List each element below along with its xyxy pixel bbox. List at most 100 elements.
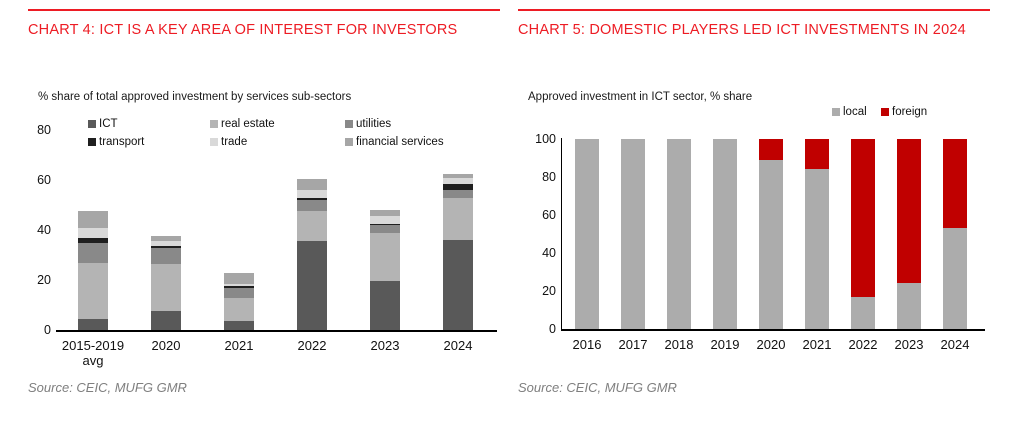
bar-segment-ICT <box>443 240 473 330</box>
bar-segment-ICT <box>78 318 108 330</box>
legend-item: local <box>832 106 867 118</box>
x-category-label: 2022 <box>848 337 878 352</box>
bar-segment-trade <box>78 227 108 238</box>
chart5-source: Source: CEIC, MUFG GMR <box>518 380 677 395</box>
y-tick-label: 60 <box>542 208 556 222</box>
x-category-label: 2023 <box>370 338 400 353</box>
bar-segment-utilities <box>443 190 473 198</box>
chart4-title: CHART 4: ICT IS A KEY AREA OF INTEREST F… <box>28 22 458 38</box>
bar-segment-real-estate <box>297 211 327 242</box>
bar-segment-local <box>805 169 829 329</box>
bar-segment-ICT <box>151 311 181 330</box>
bar-segment-foreign <box>943 139 967 229</box>
legend-item: ICT <box>88 118 118 130</box>
bar-segment-ICT <box>370 281 400 330</box>
legend-item: trade <box>210 136 247 148</box>
x-category-label: 2024 <box>443 338 473 353</box>
bar-segment-utilities <box>151 247 181 264</box>
legend-swatch <box>832 108 840 116</box>
chart4-panel: CHART 4: ICT IS A KEY AREA OF INTEREST F… <box>28 9 500 395</box>
bar-segment-real-estate <box>151 263 181 312</box>
y-tick-label: 0 <box>44 323 51 337</box>
bar-segment-transport <box>224 286 254 288</box>
legend-swatch <box>881 108 889 116</box>
y-tick-label: 40 <box>542 246 556 260</box>
bar-segment-financial-services <box>78 211 108 228</box>
bar-segment-local <box>713 139 737 329</box>
legend-label: foreign <box>892 106 928 118</box>
x-category-label: 2023 <box>894 337 924 352</box>
legend-label: financial services <box>356 136 444 148</box>
bar-segment-ICT <box>224 321 254 330</box>
bar-segment-local <box>621 139 645 329</box>
bar-segment-local <box>897 283 921 329</box>
y-tick-label: 40 <box>37 223 51 237</box>
legend-swatch <box>210 138 218 146</box>
y-tick-label: 80 <box>542 170 556 184</box>
bar-segment-real-estate <box>443 197 473 240</box>
bar-segment-trade <box>224 283 254 287</box>
bar-segment-trade <box>151 241 181 247</box>
chart5-plot: 0 20 40 60 80 100 2016 2017 2018 2019 2020 2021 2022… <box>508 0 1016 434</box>
bar-segment-transport <box>370 223 400 225</box>
x-category-label: 2015-2019 avg <box>61 338 125 368</box>
legend-label: transport <box>99 136 145 148</box>
legend-item: utilities <box>345 118 391 130</box>
y-axis-line <box>561 138 562 330</box>
legend-label: trade <box>221 136 248 148</box>
bar-segment-financial-services <box>443 173 473 178</box>
chart5-title: CHART 5: DOMESTIC PLAYERS LED ICT INVEST… <box>518 22 966 38</box>
y-tick-label: 20 <box>542 284 556 298</box>
legend-swatch <box>345 138 353 146</box>
legend-item: financial services <box>345 136 444 148</box>
x-category-label: 2021 <box>802 337 832 352</box>
chart4-source: Source: CEIC, MUFG GMR <box>28 380 187 395</box>
legend-item: transport <box>88 136 144 148</box>
y-tick-label: 20 <box>37 273 51 287</box>
bar-segment-foreign <box>897 139 921 284</box>
x-category-label: 2020 <box>151 338 181 353</box>
chart5-subtitle: Approved investment in ICT sector, % sha… <box>528 91 753 103</box>
bar-segment-foreign <box>805 139 829 170</box>
legend-swatch <box>88 120 96 128</box>
bar-segment-real-estate <box>78 262 108 319</box>
x-category-label: 2024 <box>940 337 970 352</box>
bar-segment-foreign <box>851 139 875 297</box>
bar-segment-trade <box>370 216 400 224</box>
bar-segment-real-estate <box>370 232 400 282</box>
bar-segment-transport <box>78 237 108 243</box>
legend-item: foreign <box>881 106 927 118</box>
bar-segment-financial-services <box>370 210 400 217</box>
bar-segment-local <box>851 296 875 329</box>
x-category-label: 2021 <box>224 338 254 353</box>
legend-swatch <box>88 138 96 146</box>
legend-swatch <box>210 120 218 128</box>
x-category-label: 2018 <box>664 337 694 352</box>
x-category-label: 2022 <box>297 338 327 353</box>
bar-segment-real-estate <box>224 297 254 322</box>
bar-segment-local <box>759 159 783 329</box>
y-tick-label: 80 <box>37 123 51 137</box>
bar-segment-local <box>575 139 599 329</box>
x-axis-line <box>56 330 497 332</box>
bar-segment-utilities <box>297 200 327 212</box>
bar-segment-local <box>943 228 967 329</box>
bar-segment-ICT <box>297 241 327 330</box>
red-divider-line <box>518 9 990 11</box>
bar-segment-utilities <box>78 242 108 263</box>
x-axis-line <box>561 329 985 331</box>
legend-label: utilities <box>356 118 392 130</box>
red-divider-line <box>28 9 500 11</box>
x-category-label: 2017 <box>618 337 648 352</box>
bar-segment-transport <box>443 183 473 190</box>
bar-segment-local <box>667 139 691 329</box>
bar-segment-transport <box>151 246 181 248</box>
bar-segment-financial-services <box>224 272 254 284</box>
legend-item: real estate <box>210 118 275 130</box>
legend-label: real estate <box>221 118 275 130</box>
bar-segment-financial-services <box>297 178 327 190</box>
chart4-subtitle: % share of total approved investment by … <box>38 91 352 103</box>
bar-segment-transport <box>297 197 327 200</box>
bar-segment-utilities <box>224 287 254 298</box>
